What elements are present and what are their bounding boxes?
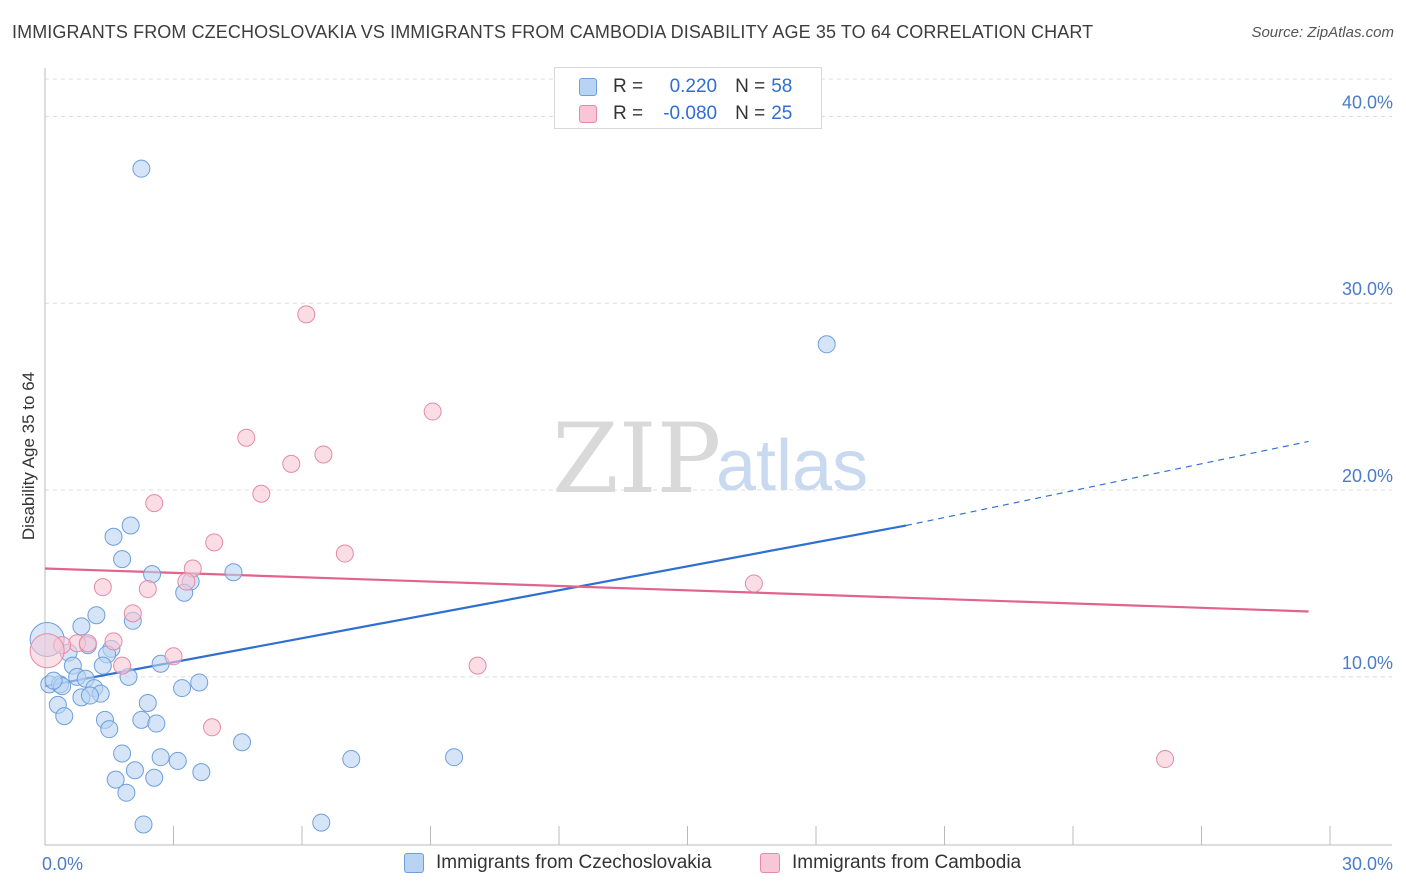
data-point xyxy=(93,656,112,675)
data-point xyxy=(145,494,164,513)
data-point xyxy=(168,751,187,770)
trend-line-czechoslovakia xyxy=(44,524,907,688)
trend-lines xyxy=(44,440,1309,688)
y-tick-label: 40.0% xyxy=(1342,92,1393,112)
chart-title: IMMIGRANTS FROM CZECHOSLOVAKIA VS IMMIGR… xyxy=(12,22,1094,42)
data-point xyxy=(132,159,151,178)
data-point xyxy=(138,580,157,599)
data-point xyxy=(468,656,487,675)
source-label: Source: ZipAtlas.com xyxy=(1251,24,1394,41)
data-point xyxy=(106,770,125,789)
y-tick-label: 20.0% xyxy=(1342,466,1393,486)
series-name-cambodia: Immigrants from Cambodia xyxy=(792,852,1022,873)
data-points xyxy=(29,159,1175,834)
data-point xyxy=(224,563,243,582)
data-point xyxy=(297,305,316,324)
data-point xyxy=(113,550,132,569)
axes xyxy=(44,68,1392,846)
data-point xyxy=(205,533,224,552)
data-point xyxy=(190,673,209,692)
data-point xyxy=(192,763,211,782)
data-point xyxy=(145,768,164,787)
data-point xyxy=(445,748,464,767)
data-point xyxy=(93,578,112,597)
legend-swatch-pink xyxy=(579,105,597,123)
data-point xyxy=(80,686,99,705)
data-point xyxy=(335,544,354,563)
watermark-zip: ZIP xyxy=(552,403,721,515)
correlation-legend: R = 0.220 N = 58 R = -0.080 N = 25 xyxy=(554,67,822,129)
legend-n-value: 58 xyxy=(771,76,793,97)
legend-n-value: 25 xyxy=(771,103,793,124)
data-point xyxy=(113,744,132,763)
series-name-czechoslovakia: Immigrants from Czechoslovakia xyxy=(436,852,712,873)
data-point xyxy=(314,445,333,464)
data-point xyxy=(203,718,222,737)
data-point xyxy=(113,656,132,675)
series-swatch-pink xyxy=(760,853,780,873)
data-point xyxy=(237,428,256,447)
data-point xyxy=(78,634,97,653)
data-point xyxy=(134,815,153,834)
x-tick-label: 30.0% xyxy=(1342,854,1393,874)
data-point xyxy=(29,633,65,669)
data-point xyxy=(151,748,170,767)
data-point xyxy=(87,606,106,625)
data-point xyxy=(817,335,836,354)
data-point xyxy=(423,402,442,421)
legend-swatch-blue xyxy=(579,78,597,96)
data-point xyxy=(164,647,183,666)
series-czechoslovakia-points xyxy=(29,159,836,834)
tick-labels: 10.0% 20.0% 30.0% 40.0% 0.0% 30.0% xyxy=(42,92,1393,874)
y-tick-label: 10.0% xyxy=(1342,653,1393,673)
data-point xyxy=(147,714,166,733)
data-point xyxy=(121,516,140,535)
data-point xyxy=(125,761,144,780)
legend-n-label: N = xyxy=(735,103,766,124)
data-point xyxy=(233,733,252,752)
legend-r-label: R = xyxy=(613,76,644,97)
data-point xyxy=(744,574,763,593)
series-legend-cambodia: Immigrants from Cambodia xyxy=(760,852,1021,874)
series-legend-czechoslovakia: Immigrants from Czechoslovakia xyxy=(404,852,712,874)
data-point xyxy=(55,707,74,726)
series-cambodia-points xyxy=(29,305,1175,769)
legend-row-czechoslovakia: R = 0.220 N = 58 xyxy=(579,75,792,99)
data-point xyxy=(104,632,123,651)
data-point xyxy=(282,454,301,473)
data-point xyxy=(177,572,196,591)
trend-line-czechoslovakia-extension xyxy=(905,440,1309,527)
data-point xyxy=(173,679,192,698)
series-swatch-blue xyxy=(404,853,424,873)
data-point xyxy=(342,750,361,769)
legend-r-value: -0.080 xyxy=(663,103,718,124)
data-point xyxy=(104,527,123,546)
data-point xyxy=(138,694,157,713)
grid-lines xyxy=(45,78,1392,678)
data-point xyxy=(100,720,119,739)
data-point xyxy=(123,604,142,623)
y-tick-label: 30.0% xyxy=(1342,279,1393,299)
x-tick-label: 0.0% xyxy=(42,854,83,874)
legend-r-value: 0.220 xyxy=(669,76,718,97)
watermark-atlas: atlas xyxy=(716,426,868,506)
legend-r-label: R = xyxy=(613,103,644,124)
data-point xyxy=(117,783,136,802)
data-point xyxy=(143,565,162,584)
data-point xyxy=(1156,750,1175,769)
trend-line-cambodia xyxy=(44,567,1309,613)
data-point xyxy=(72,617,91,636)
data-point xyxy=(252,484,271,503)
legend-n-label: N = xyxy=(735,76,766,97)
y-axis-label: Disability Age 35 to 64 xyxy=(19,372,38,540)
data-point xyxy=(44,671,63,690)
legend-row-cambodia: R = -0.080 N = 25 xyxy=(579,102,792,126)
data-point xyxy=(132,710,151,729)
data-point xyxy=(312,813,331,832)
